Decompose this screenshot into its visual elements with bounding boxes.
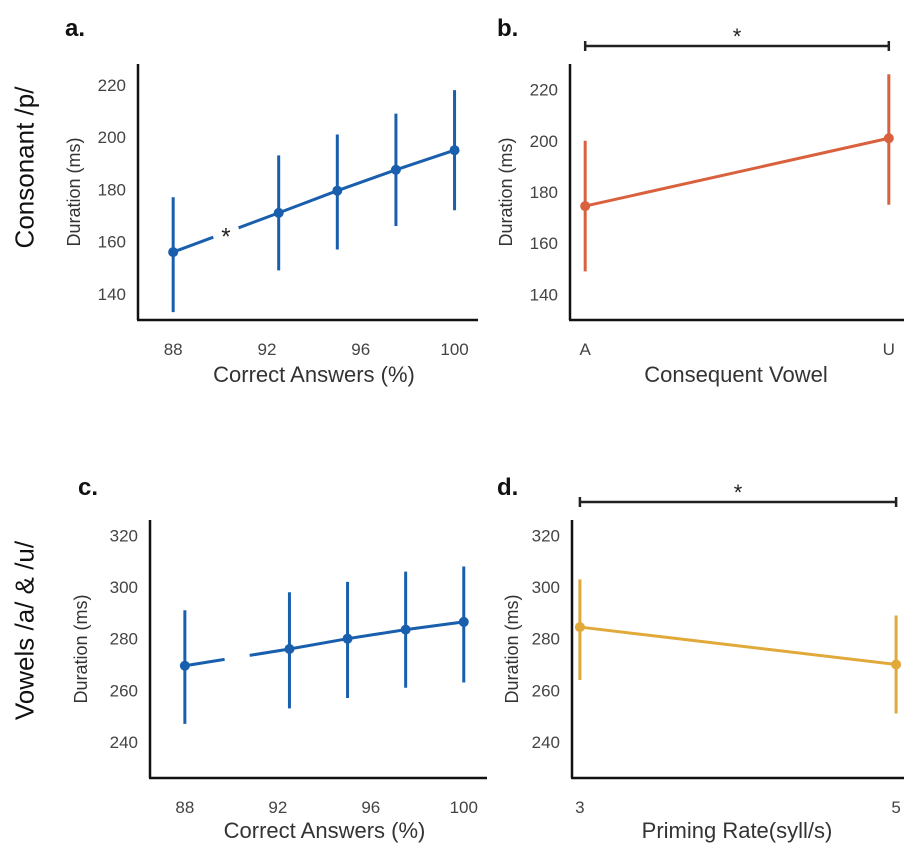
series-line-segment [172, 235, 214, 254]
y-tick-label: 240 [110, 733, 138, 752]
y-axis-title: Duration (ms) [496, 137, 516, 246]
x-tick-label: 96 [361, 798, 380, 817]
y-axis-title: Duration (ms) [64, 137, 84, 246]
data-point [580, 201, 591, 212]
y-tick-label: 160 [530, 234, 558, 253]
y-tick-label: 160 [98, 233, 126, 252]
data-point [574, 622, 585, 633]
series-line-segment [336, 168, 397, 193]
y-tick-label: 180 [98, 180, 126, 199]
y-tick-label: 220 [530, 81, 558, 100]
data-point [883, 133, 894, 144]
data-point [891, 659, 902, 670]
panel-letter: c. [78, 474, 98, 501]
significance-marker: * [221, 223, 230, 250]
y-tick-label: 280 [110, 630, 138, 649]
chart-panel-d: d. 240 260 280 300 320 3 5 Priming Rate(syll/s) D… [497, 474, 904, 843]
y-tick-label: 320 [532, 526, 560, 545]
y-tick-label: 280 [532, 630, 560, 649]
x-tick-label: 88 [164, 340, 183, 359]
chart-panel-b: b. 140 160 180 200 220 A U Consequent Vowel Durat… [496, 15, 904, 387]
y-tick-label: 300 [110, 578, 138, 597]
data-point [390, 164, 401, 175]
y-tick-label: 200 [530, 132, 558, 151]
x-tick-label: A [580, 340, 592, 359]
chart-panel-a: a. 140 160 180 200 220 88 92 96 100 Correct Answer… [64, 15, 478, 387]
series-line-segment [405, 620, 464, 632]
y-tick-label: 260 [110, 681, 138, 700]
significance-star: * [734, 480, 743, 505]
series-line-segment [347, 628, 406, 641]
x-tick-label: 88 [175, 798, 194, 817]
x-axis-title: Correct Answers (%) [213, 362, 415, 387]
data-point [458, 616, 469, 627]
x-tick-label: 100 [450, 798, 478, 817]
data-point [400, 624, 411, 635]
series-line-segment [249, 647, 290, 657]
panel-letter: a. [65, 15, 85, 42]
y-tick-label: 320 [110, 526, 138, 545]
x-tick-label: 92 [268, 798, 287, 817]
data-point [179, 660, 190, 671]
data-point [449, 145, 460, 156]
series-line-segment [584, 136, 890, 208]
panel-letter: b. [497, 15, 518, 42]
data-point [284, 644, 295, 654]
y-tick-label: 220 [98, 76, 126, 95]
series-line-segment [278, 189, 338, 215]
series-line-segment [579, 625, 897, 666]
data-point [332, 185, 343, 196]
y-tick-label: 180 [530, 183, 558, 202]
x-tick-label: 92 [258, 340, 277, 359]
y-tick-label: 200 [98, 128, 126, 147]
y-axis-title: Duration (ms) [502, 594, 522, 703]
x-tick-label: 96 [351, 340, 370, 359]
x-tick-label: 100 [440, 340, 468, 359]
x-axis-title: Priming Rate(syll/s) [642, 818, 833, 843]
chart-panel-c: c. 240 260 280 300 320 88 92 96 100 Correct Answer… [71, 474, 487, 843]
x-tick-label: U [883, 340, 895, 359]
y-axis-title: Duration (ms) [71, 594, 91, 703]
panel-letter: d. [497, 474, 518, 501]
series-line-segment [395, 148, 456, 172]
y-tick-label: 300 [532, 578, 560, 597]
data-point [168, 247, 179, 258]
series-line-segment [238, 211, 280, 230]
significance-star: * [733, 24, 742, 49]
series-line-segment [289, 637, 348, 651]
y-tick-label: 260 [532, 681, 560, 700]
data-point [273, 207, 284, 218]
series-line-segment [184, 657, 225, 668]
data-point [342, 633, 353, 644]
y-tick-label: 240 [532, 733, 560, 752]
x-axis-title: Correct Answers (%) [224, 818, 426, 843]
x-tick-label: 5 [891, 798, 900, 817]
y-tick-label: 140 [98, 285, 126, 304]
x-axis-title: Consequent Vowel [644, 362, 827, 387]
x-tick-label: 3 [575, 798, 584, 817]
y-tick-label: 140 [530, 285, 558, 304]
